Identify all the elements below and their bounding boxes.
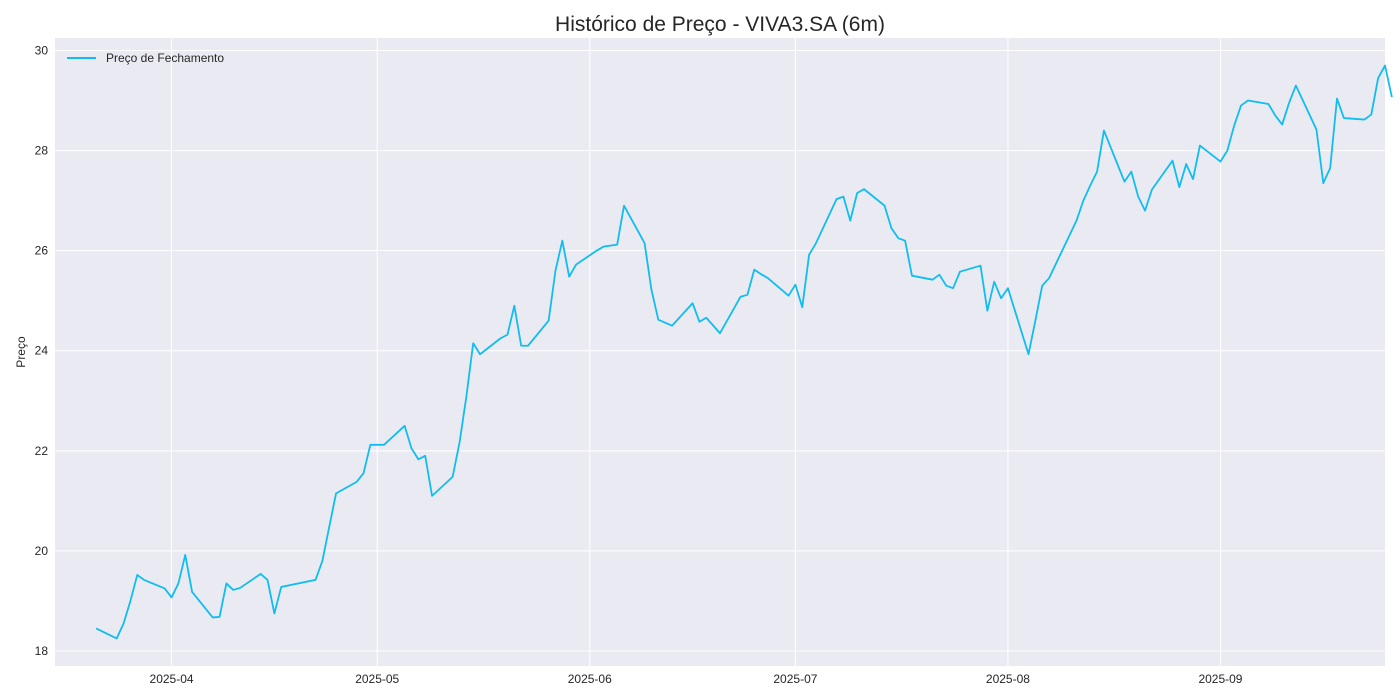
x-axis-ticks: 2025-04 2025-05 2025-06 2025-07 2025-08 2025-…	[150, 672, 1243, 686]
x-tick-label: 2025-08	[986, 672, 1030, 686]
plot-area	[55, 38, 1385, 666]
x-tick-label: 2025-05	[355, 672, 399, 686]
y-axis-label: Preço	[14, 336, 28, 368]
legend: Preço de Fechamento	[67, 51, 224, 65]
y-tick-label: 18	[35, 644, 49, 658]
y-axis-ticks: 18 20 22 24 26 28 30	[35, 44, 49, 658]
y-tick-label: 22	[35, 444, 49, 458]
series-layer	[95, 64, 1393, 640]
grid-lines	[55, 38, 1385, 666]
x-tick-label: 2025-04	[150, 672, 194, 686]
y-tick-label: 20	[35, 544, 49, 558]
chart-title: Histórico de Preço - VIVA3.SA (6m)	[555, 13, 885, 36]
y-tick-label: 24	[35, 344, 49, 358]
y-tick-label: 30	[35, 44, 49, 58]
y-tick-label: 28	[35, 144, 49, 158]
x-tick-label: 2025-09	[1198, 672, 1242, 686]
series-line-preco-fechamento	[95, 64, 1393, 640]
legend-label: Preço de Fechamento	[106, 51, 224, 65]
x-tick-label: 2025-06	[568, 672, 612, 686]
y-tick-label: 26	[35, 244, 49, 258]
x-tick-label: 2025-07	[773, 672, 817, 686]
